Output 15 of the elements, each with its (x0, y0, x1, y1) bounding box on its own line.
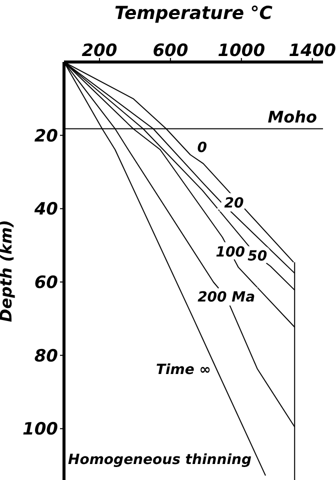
x-tick-label: 200 (82, 41, 118, 61)
y-tick-label: 60 (34, 273, 58, 294)
x-axis-title: Temperature °C (114, 2, 274, 24)
annotation: Homogeneous thinning (68, 452, 252, 468)
series-label: 200 Ma (198, 289, 256, 306)
x-tick-label: 600 (152, 41, 188, 61)
y-tick-label: 100 (22, 420, 58, 440)
x-tick-label: 1000 (218, 41, 266, 61)
ref-line-label: Moho (268, 108, 318, 127)
y-tick-label: 40 (33, 200, 58, 220)
series-label: 0 (197, 140, 208, 156)
y-tick-label: 80 (34, 346, 58, 366)
x-tick-label: 1400 (288, 41, 336, 61)
y-tick-label: 20 (34, 126, 58, 146)
series-label: Time ∞ (156, 362, 211, 378)
